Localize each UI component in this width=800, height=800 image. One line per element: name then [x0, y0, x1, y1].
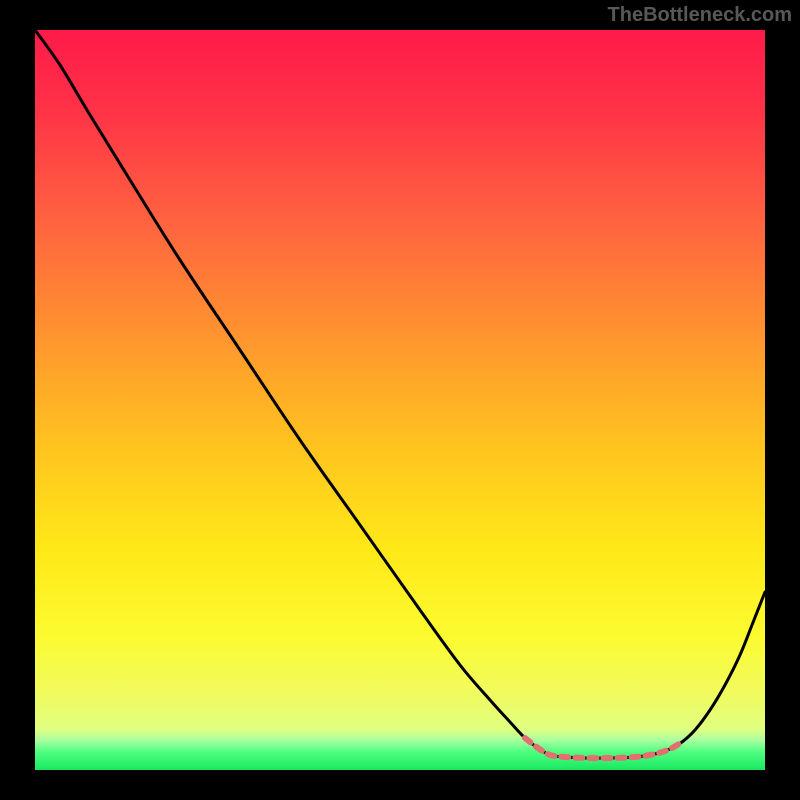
plot-background — [35, 30, 765, 770]
bottleneck-chart — [0, 0, 800, 800]
watermark-text: TheBottleneck.com — [608, 4, 792, 27]
